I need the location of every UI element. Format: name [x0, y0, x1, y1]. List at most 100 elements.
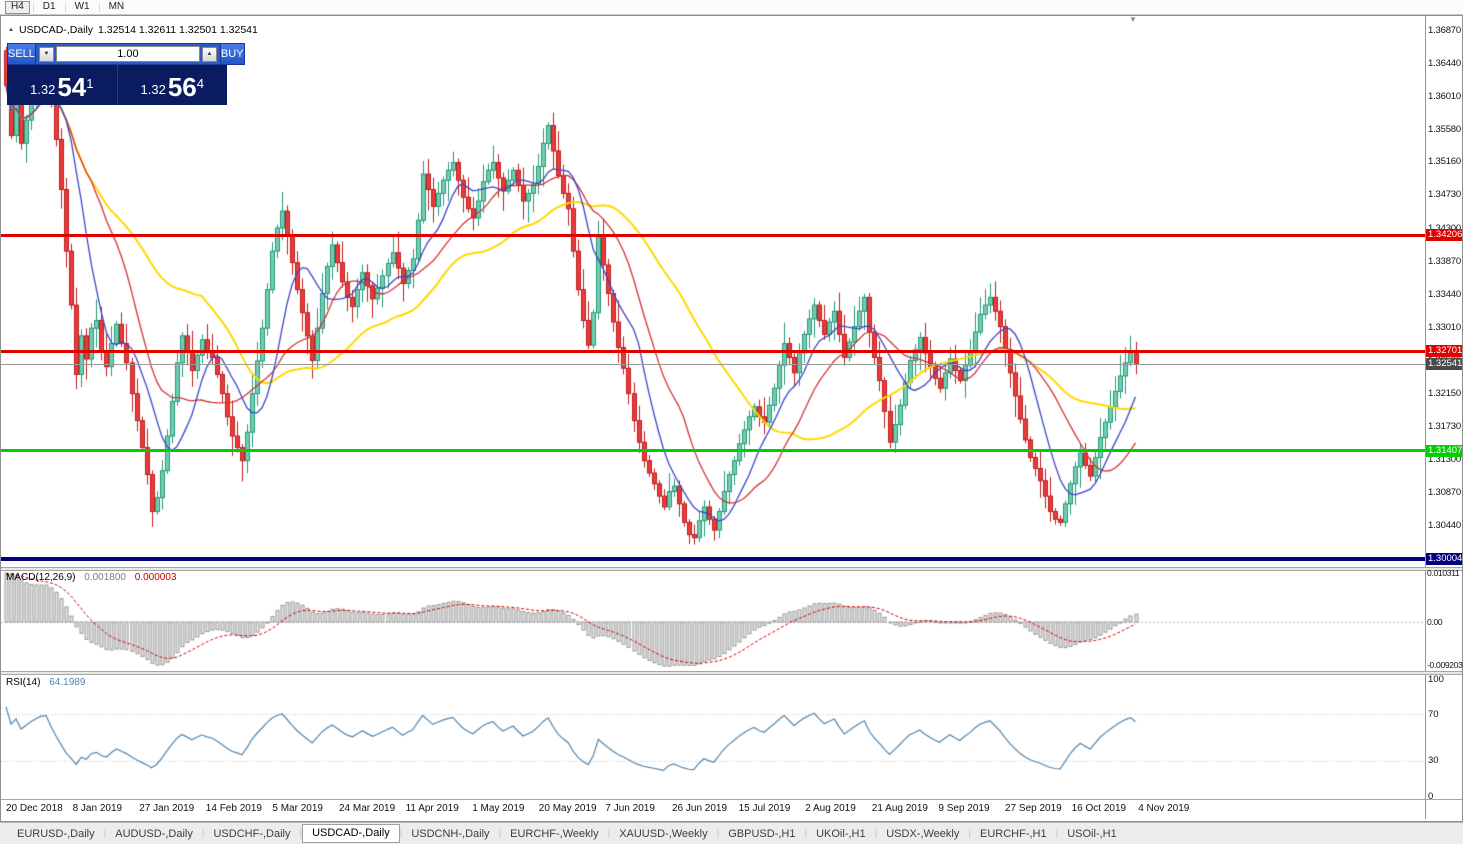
volume-input[interactable] — [55, 46, 200, 62]
time-axis-label: 7 Jun 2019 — [605, 803, 655, 814]
time-axis-label: 26 Jun 2019 — [672, 803, 728, 814]
price-axis-tick-label: 1.31730 — [1428, 420, 1461, 432]
tab-separator: | — [804, 828, 808, 839]
panel-collapse-icon[interactable]: ▲ — [8, 27, 14, 33]
tab-separator: | — [1055, 828, 1059, 839]
chart-tab-audusd-daily[interactable]: AUDUSD-,Daily — [115, 827, 193, 840]
time-axis-label: 4 Nov 2019 — [1138, 803, 1190, 814]
trade-controls-row: SELL ▼ ▲ BUY — [7, 43, 245, 65]
time-axis-label: 5 Mar 2019 — [272, 803, 323, 814]
current-price-label: 1.32541 — [1426, 357, 1463, 370]
hline-1.31407[interactable] — [1, 449, 1425, 453]
chart-tab-usdx-weekly[interactable]: USDX-,Weekly — [886, 827, 960, 840]
tab-separator: | — [498, 828, 502, 839]
current-price-line — [1, 363, 1425, 365]
price-axis-tick-label: 1.34300 — [1428, 222, 1461, 234]
time-axis-label: 14 Feb 2019 — [205, 803, 262, 814]
price-axis-tick-label: 1.31300 — [1428, 453, 1461, 465]
hline-1.34206[interactable] — [1, 233, 1425, 237]
time-axis-label: 20 Dec 2018 — [6, 803, 63, 814]
time-axis-label: 2 Aug 2019 — [805, 803, 856, 814]
timeframe-toolbar: H4 D1 W1 MN — [0, 0, 1463, 15]
rsi-axis-label: 70 — [1428, 708, 1439, 720]
chart-tab-usdcnh-daily[interactable]: USDCNH-,Daily — [411, 827, 490, 840]
volume-decrease-button[interactable]: ▼ — [38, 46, 54, 62]
volume-increase-button[interactable]: ▲ — [201, 46, 217, 62]
hline-price-label: 1.30004 — [1426, 553, 1463, 565]
bid-big-figure: 1.32 — [30, 82, 56, 97]
rsi-axis-label: 100 — [1428, 673, 1444, 685]
price-chart-canvas[interactable] — [1, 16, 1425, 567]
one-click-trading-panel: SELL ▼ ▲ BUY 1.32 54 1 1.32 56 4 — [7, 43, 245, 105]
chart-tab-bar: EURUSD-,Daily | AUDUSD-,Daily | USDCHF-,Dail… — [0, 822, 1463, 844]
buy-button[interactable]: BUY — [219, 43, 245, 65]
macd-axis-label: 0.010311 — [1427, 567, 1460, 578]
hline-1.32701[interactable] — [1, 349, 1425, 353]
time-axis-label: 21 Aug 2019 — [871, 803, 928, 814]
chart-tab-eurchf-h1[interactable]: EURCHF-,H1 — [979, 827, 1047, 840]
tab-separator: | — [968, 828, 971, 839]
timeframe-button-w1[interactable]: W1 — [74, 1, 90, 12]
price-axis-tick-label: 1.33010 — [1428, 321, 1461, 333]
time-axis-label: 9 Sep 2019 — [938, 803, 990, 814]
sell-button[interactable]: SELL — [7, 43, 36, 65]
time-axis-label: 24 Mar 2019 — [339, 803, 396, 814]
timeframe-button-d1[interactable]: D1 — [42, 1, 56, 12]
volume-control: ▼ ▲ — [35, 43, 220, 65]
time-axis-label: 20 May 2019 — [538, 803, 597, 814]
chart-shift-icon[interactable]: ▼ — [1129, 15, 1137, 24]
price-axis-tick-label: 1.32150 — [1428, 388, 1461, 400]
chart-tab-xauusd-weekly[interactable]: XAUUSD-,Weekly — [619, 827, 708, 840]
hline-price-label: 1.34206 — [1426, 229, 1463, 242]
time-axis[interactable] — [1, 800, 1425, 819]
tab-separator: | — [607, 828, 611, 839]
price-axis-tick-label: 1.30440 — [1428, 519, 1461, 531]
time-axis-label: 27 Sep 2019 — [1005, 803, 1062, 814]
panel-divider-rsi[interactable] — [1, 671, 1462, 675]
macd-indicator-canvas[interactable] — [1, 571, 1425, 671]
macd-axis-label: -0.009203 — [1427, 659, 1463, 670]
time-axis-label: 16 Oct 2019 — [1071, 803, 1127, 814]
toolbar-separator — [32, 2, 34, 12]
chart-tab-eurusd-daily[interactable]: EURUSD-,Daily — [17, 827, 95, 840]
rsi-indicator-canvas[interactable] — [1, 675, 1425, 799]
macd-axis-label: 0.00 — [1427, 616, 1443, 627]
time-axis-border — [1, 799, 1462, 800]
bid-pipette: 1 — [86, 76, 94, 91]
chart-title: ▲ USDCAD-,Daily 1.32514 1.32611 1.32501 … — [8, 24, 258, 36]
tab-separator: | — [201, 828, 205, 839]
macd-signal-value: 0.000003 — [134, 572, 177, 583]
price-axis-tick-label: 1.36010 — [1428, 90, 1461, 102]
macd-indicator-label: MACD(12,26,9) 0.001800 0.000003 — [6, 572, 176, 583]
rsi-value: 64.1989 — [49, 677, 86, 688]
price-axis-tick-label: 1.35160 — [1428, 156, 1461, 168]
chart-tab-usdchf-daily[interactable]: USDCHF-,Daily — [213, 827, 291, 840]
price-axis-tick-label: 1.30870 — [1428, 486, 1461, 498]
tab-separator: | — [716, 828, 720, 839]
macd-name: MACD(12,26,9) — [6, 572, 76, 583]
ask-pips: 56 — [167, 72, 197, 102]
chart-tab-gbpusd-h1[interactable]: GBPUSD-,H1 — [728, 827, 796, 840]
ask-price: 1.32 56 4 — [118, 65, 228, 105]
time-axis-label: 27 Jan 2019 — [139, 803, 195, 814]
tab-separator: | — [874, 828, 878, 839]
ask-big-figure: 1.32 — [140, 82, 166, 97]
timeframe-button-mn[interactable]: MN — [108, 1, 125, 12]
toolbar-separator — [98, 2, 100, 12]
timeframe-button-h4[interactable]: H4 — [5, 0, 30, 14]
time-axis-label: 15 Jul 2019 — [738, 803, 791, 814]
hline-price-label: 1.31407 — [1426, 444, 1463, 457]
chart-tab-eurchf-weekly[interactable]: EURCHF-,Weekly — [510, 827, 599, 840]
rsi-axis-label: 0 — [1428, 790, 1434, 802]
chart-tab-usdcad-daily[interactable]: USDCAD-,Daily — [302, 824, 400, 843]
price-axis[interactable] — [1425, 16, 1462, 819]
price-axis-tick-label: 1.33870 — [1428, 255, 1461, 267]
tab-separator: | — [299, 828, 303, 839]
price-axis-tick-label: 1.36440 — [1428, 57, 1461, 69]
quote-display: 1.32 54 1 1.32 56 4 — [7, 65, 227, 105]
chart-tab-ukoil-h1[interactable]: UKOil-,H1 — [816, 827, 866, 840]
hline-price-label: 1.32701 — [1426, 345, 1463, 358]
hline-1.30004[interactable] — [1, 557, 1425, 561]
chart-tab-usoil-h1[interactable]: USOil-,H1 — [1067, 827, 1117, 840]
panel-divider-macd[interactable] — [1, 567, 1462, 571]
